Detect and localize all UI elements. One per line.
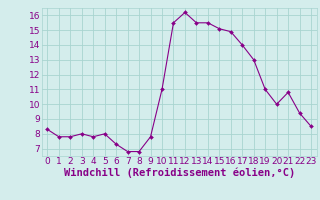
X-axis label: Windchill (Refroidissement éolien,°C): Windchill (Refroidissement éolien,°C) — [64, 168, 295, 178]
